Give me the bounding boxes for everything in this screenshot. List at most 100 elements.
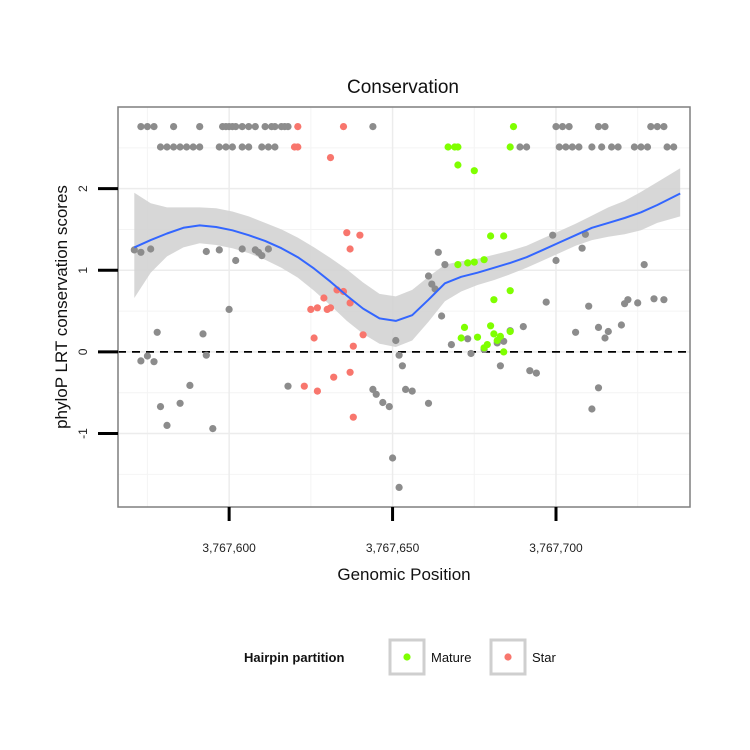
- data-point-star: [349, 342, 357, 350]
- data-point-other: [594, 323, 603, 331]
- data-point-other: [202, 351, 210, 359]
- y-tick-label: 2: [76, 185, 90, 192]
- data-point-mature: [500, 232, 508, 240]
- data-point-other: [264, 245, 272, 253]
- data-point-other: [438, 312, 446, 320]
- data-point-other: [467, 349, 475, 358]
- data-point-other: [594, 123, 603, 131]
- data-point-other: [186, 381, 194, 389]
- data-point-other: [640, 261, 648, 269]
- data-point-other: [143, 352, 151, 360]
- x-axis: 3,767,600 3,767,650 3,767,700: [202, 507, 583, 555]
- legend-marker-star: [504, 653, 512, 661]
- data-point-other: [238, 143, 246, 151]
- series-mature: [444, 123, 518, 356]
- data-point-other: [588, 405, 596, 413]
- data-point-other: [150, 123, 158, 131]
- data-point-other: [170, 143, 178, 151]
- data-point-other: [163, 143, 171, 151]
- data-point-other: [653, 123, 661, 131]
- data-point-other: [156, 403, 165, 411]
- data-point-other: [578, 244, 586, 252]
- data-point-other: [408, 387, 416, 395]
- data-point-star: [323, 305, 331, 313]
- legend: Hairpin partition Mature Star: [244, 638, 557, 676]
- data-point-other: [424, 399, 433, 407]
- data-point-other: [163, 421, 171, 429]
- data-point-other: [532, 369, 541, 377]
- series-star: [290, 123, 367, 421]
- data-point-other: [555, 143, 563, 151]
- data-point-other: [617, 321, 626, 329]
- data-point-mature: [470, 167, 478, 175]
- data-point-other: [176, 399, 184, 407]
- data-point-other: [565, 123, 573, 131]
- y-axis: -1 0 1 2: [76, 185, 118, 439]
- data-point-other: [604, 327, 612, 336]
- data-point-other: [588, 143, 596, 151]
- data-point-other: [153, 328, 161, 336]
- data-point-other: [238, 123, 246, 131]
- legend-entry-mature: Mature: [388, 638, 471, 676]
- data-point-other: [585, 302, 593, 310]
- y-tick-label: 0: [76, 348, 90, 355]
- x-axis-title: Genomic Position: [337, 565, 470, 584]
- legend-entry-star: Star: [489, 638, 557, 676]
- data-point-mature: [500, 348, 508, 356]
- confidence-ribbon-layer: [134, 168, 681, 347]
- data-point-other: [496, 362, 504, 370]
- data-point-other: [552, 256, 560, 265]
- data-point-other: [232, 123, 240, 131]
- data-point-other: [261, 123, 269, 131]
- y-axis-title: phyloP LRT conservation scores: [52, 185, 71, 429]
- data-point-other: [594, 384, 603, 392]
- data-point-other: [601, 123, 609, 131]
- data-point-star: [356, 231, 364, 239]
- data-point-star: [294, 123, 302, 131]
- series-other: [130, 123, 678, 491]
- data-point-other: [614, 143, 622, 151]
- data-point-other: [258, 252, 266, 260]
- data-point-other: [519, 323, 527, 331]
- data-point-other: [369, 123, 377, 131]
- y-tick-label: 1: [76, 267, 90, 274]
- data-point-star: [349, 413, 357, 421]
- data-point-other: [215, 246, 223, 254]
- data-point-other: [660, 296, 668, 304]
- data-point-other: [202, 247, 210, 256]
- data-point-star: [326, 154, 335, 162]
- data-point-other: [575, 143, 583, 151]
- data-point-other: [183, 143, 191, 151]
- legend-label-mature: Mature: [431, 650, 471, 665]
- data-point-other: [663, 143, 671, 151]
- data-point-other: [402, 385, 410, 393]
- data-point-other: [634, 299, 642, 307]
- data-point-other: [441, 261, 449, 269]
- data-point-other: [637, 143, 645, 151]
- data-point-other: [608, 143, 616, 151]
- data-point-other: [258, 143, 266, 151]
- data-point-other: [523, 143, 531, 151]
- data-point-other: [558, 123, 567, 131]
- data-point-other: [372, 390, 380, 398]
- data-point-other: [271, 143, 279, 151]
- data-point-other: [392, 336, 400, 345]
- smooth-line: [133, 192, 681, 322]
- data-point-mature: [454, 143, 462, 151]
- data-point-star: [307, 305, 315, 313]
- data-point-other: [271, 123, 279, 131]
- data-point-mature: [506, 287, 514, 295]
- data-point-mature: [487, 232, 495, 240]
- smooth-line-layer: [133, 192, 681, 322]
- data-point-other: [284, 382, 292, 390]
- chart-title: Conservation: [347, 77, 459, 98]
- data-point-other: [209, 425, 217, 433]
- x-tick-label: 3,767,700: [529, 541, 583, 555]
- legend-key-mature: [388, 638, 426, 676]
- data-point-other: [549, 231, 557, 239]
- data-point-mature: [444, 143, 452, 151]
- data-point-mature: [460, 323, 469, 331]
- data-point-other: [225, 305, 233, 313]
- data-point-mature: [454, 161, 462, 169]
- data-point-other: [572, 328, 580, 336]
